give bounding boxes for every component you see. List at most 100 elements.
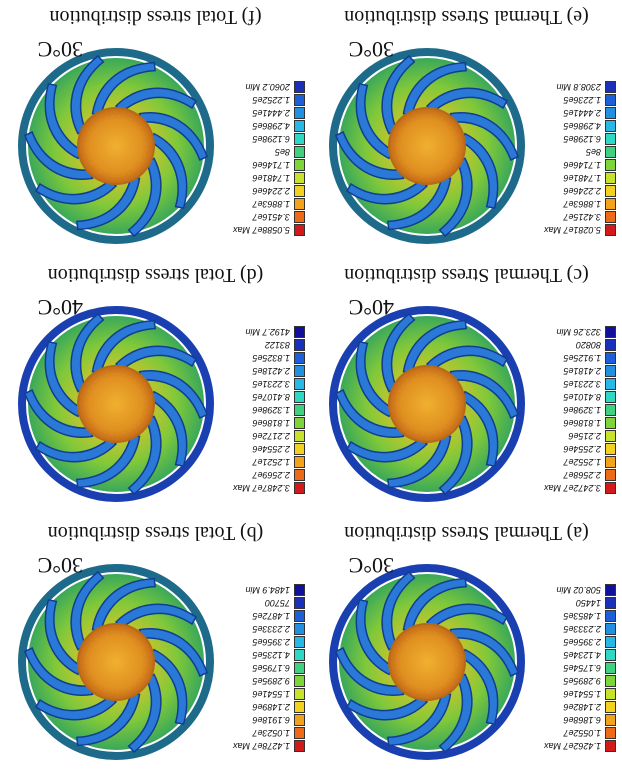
impeller-rim xyxy=(18,306,214,502)
legend-label: 1.7481e6 xyxy=(252,173,290,183)
legend-swatch xyxy=(605,352,616,364)
legend-swatch xyxy=(605,597,616,609)
legend-label: 3.4516e7 xyxy=(252,212,290,222)
legend-label: 2.4441e5 xyxy=(563,108,601,118)
legend-swatch xyxy=(294,662,305,674)
blade xyxy=(138,370,209,419)
legend-swatch xyxy=(605,404,616,416)
impeller-blades xyxy=(23,312,209,496)
legend-label: 6.1754e5 xyxy=(563,663,601,673)
legend-swatch xyxy=(294,146,305,158)
legend-label: 4.1235e5 xyxy=(252,650,290,660)
legend-swatch xyxy=(605,133,616,145)
blade xyxy=(114,345,197,372)
legend-label: 1.0552e7 xyxy=(563,728,601,738)
legend-label: 1.4872e5 xyxy=(252,611,290,621)
legend-label: 508.02 Min xyxy=(556,585,601,595)
legend-swatch xyxy=(605,584,616,596)
legend-swatch xyxy=(605,701,616,713)
legend-swatch xyxy=(605,172,616,184)
legend-swatch xyxy=(605,185,616,197)
legend-label: 2.3956e5 xyxy=(563,637,601,647)
impeller-hub xyxy=(77,365,155,443)
impeller-rim xyxy=(329,48,525,244)
legend-label: 3.4215e7 xyxy=(563,212,601,222)
legend-label: 1.2236e5 xyxy=(563,95,601,105)
blade xyxy=(438,415,473,496)
legend-swatch xyxy=(294,740,305,752)
legend-label: 1.2521e7 xyxy=(252,457,290,467)
legend-swatch xyxy=(605,675,616,687)
panel-e: 5.0281e7 Max 3.4215e7 1.8863e7 2.2246e6 1.74… xyxy=(311,0,622,258)
legend-swatch xyxy=(294,714,305,726)
legend-label: 2.2172e6 xyxy=(252,431,290,441)
blade xyxy=(334,131,405,180)
legend-swatch xyxy=(605,391,616,403)
legend-label: 1484.9 Min xyxy=(245,585,290,595)
legend-swatch xyxy=(605,211,616,223)
legend-label: 1.7146e6 xyxy=(563,160,601,170)
legend-swatch xyxy=(605,146,616,158)
legend-swatch xyxy=(605,469,616,481)
blade xyxy=(35,694,118,721)
blade xyxy=(425,345,508,372)
hub-ring xyxy=(396,115,458,177)
legend-swatch xyxy=(605,662,616,674)
blade xyxy=(449,628,520,677)
legend-label: 80820 xyxy=(575,340,601,350)
legend-swatch xyxy=(294,159,305,171)
blade xyxy=(91,577,156,632)
blade xyxy=(346,694,429,721)
temperature-label: 30°C xyxy=(37,37,83,62)
legend-swatch xyxy=(294,701,305,713)
blade xyxy=(387,692,452,747)
blade xyxy=(35,178,118,205)
legend-label: 1.3298e6 xyxy=(563,405,601,415)
blade xyxy=(70,312,105,393)
legend-swatch xyxy=(605,365,616,377)
legend-swatch xyxy=(605,326,616,338)
legend-swatch xyxy=(294,727,305,739)
legend-swatch xyxy=(294,339,305,351)
legend-label: 5.0281e7 Max xyxy=(543,225,601,235)
legend-label: 1.7481e6 xyxy=(563,173,601,183)
impeller-render xyxy=(18,564,214,760)
legend-label: 2.2246e6 xyxy=(563,186,601,196)
blade xyxy=(387,176,452,231)
legend-swatch xyxy=(294,107,305,119)
temperature-label: 40°C xyxy=(348,295,394,320)
legend-swatch xyxy=(294,172,305,184)
legend-swatch xyxy=(605,482,616,494)
legend-label: 2308.8 Min xyxy=(556,82,601,92)
impeller-hub xyxy=(77,107,155,185)
legend-swatch xyxy=(605,714,616,726)
legend-label: 3.2487e7 Max xyxy=(232,483,290,493)
blade xyxy=(334,389,405,438)
blade xyxy=(381,570,416,651)
blade xyxy=(23,647,94,696)
impeller-hub xyxy=(388,107,466,185)
impeller-render xyxy=(329,48,525,244)
blade xyxy=(138,628,209,677)
legend-swatch xyxy=(605,120,616,132)
legend-label: 9.2895e5 xyxy=(563,676,601,686)
blade xyxy=(23,131,94,180)
hub-ring xyxy=(85,631,147,693)
blade xyxy=(438,673,473,754)
legend-label: 6.1795e5 xyxy=(252,663,290,673)
impeller-rim xyxy=(18,48,214,244)
legend-label: 4192.7 Min xyxy=(245,327,290,337)
blade xyxy=(76,692,141,747)
legend-label: 83122 xyxy=(264,340,290,350)
impeller-rim xyxy=(329,564,525,760)
legend-label: 3.2472e7 Max xyxy=(543,483,601,493)
hub-ring xyxy=(85,115,147,177)
legend-swatch xyxy=(294,443,305,455)
legend-swatch xyxy=(294,404,305,416)
blade xyxy=(127,157,162,238)
legend-swatch xyxy=(605,198,616,210)
impeller-hub xyxy=(388,365,466,443)
legend-label: 1.4853e5 xyxy=(563,611,601,621)
legend-swatch xyxy=(605,107,616,119)
